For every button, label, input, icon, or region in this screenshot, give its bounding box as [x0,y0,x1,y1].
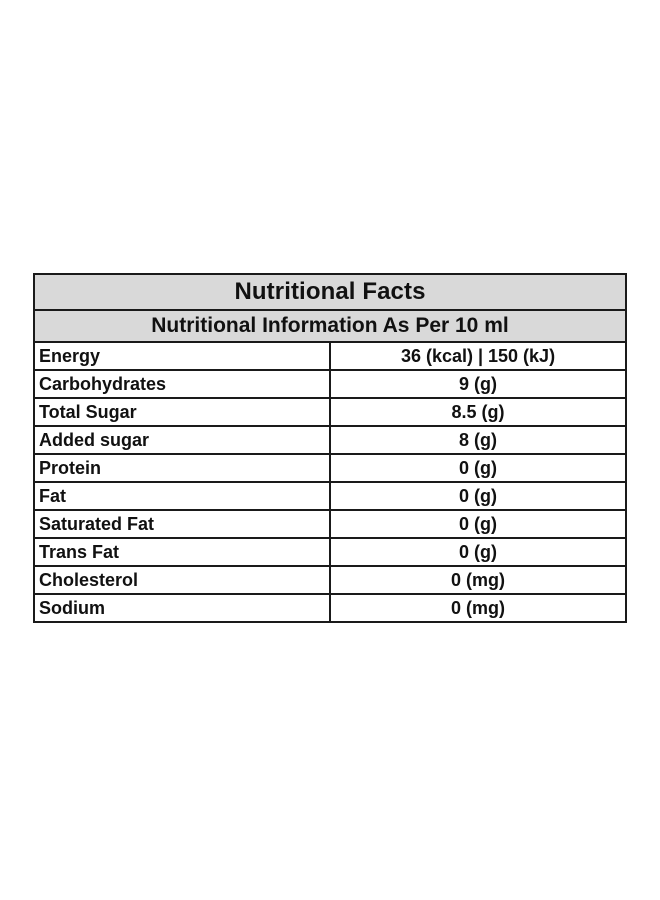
table-subtitle: Nutritional Information As Per 10 ml [33,309,627,343]
table-title: Nutritional Facts [33,273,627,311]
nutrient-label: Trans Fat [33,537,331,567]
nutrient-value: 8.5 (g) [329,397,627,427]
table-row: Protein 0 (g) [33,453,627,483]
table-row: Added sugar 8 (g) [33,425,627,455]
nutrient-label: Cholesterol [33,565,331,595]
nutrient-value: 0 (mg) [329,565,627,595]
nutrient-value: 0 (g) [329,509,627,539]
nutrient-value: 36 (kcal) | 150 (kJ) [329,341,627,371]
table-row: Cholesterol 0 (mg) [33,565,627,595]
table-row: Fat 0 (g) [33,481,627,511]
table-row: Trans Fat 0 (g) [33,537,627,567]
nutrient-label: Added sugar [33,425,331,455]
title-row: Nutritional Facts [33,273,627,311]
table-row: Carbohydrates 9 (g) [33,369,627,399]
nutrition-facts-table: Nutritional Facts Nutritional Informatio… [33,273,627,623]
nutrient-label: Fat [33,481,331,511]
table-row: Total Sugar 8.5 (g) [33,397,627,427]
nutrient-value: 0 (g) [329,537,627,567]
nutrient-value: 0 (g) [329,453,627,483]
nutrient-label: Total Sugar [33,397,331,427]
table-row: Sodium 0 (mg) [33,593,627,623]
subtitle-row: Nutritional Information As Per 10 ml [33,309,627,343]
table-row: Saturated Fat 0 (g) [33,509,627,539]
nutrient-label: Energy [33,341,331,371]
nutrient-value: 9 (g) [329,369,627,399]
nutrient-label: Carbohydrates [33,369,331,399]
nutrient-label: Saturated Fat [33,509,331,539]
nutrient-label: Protein [33,453,331,483]
nutrient-label: Sodium [33,593,331,623]
nutrient-value: 0 (g) [329,481,627,511]
nutrient-value: 0 (mg) [329,593,627,623]
nutrient-value: 8 (g) [329,425,627,455]
table-row: Energy 36 (kcal) | 150 (kJ) [33,341,627,371]
